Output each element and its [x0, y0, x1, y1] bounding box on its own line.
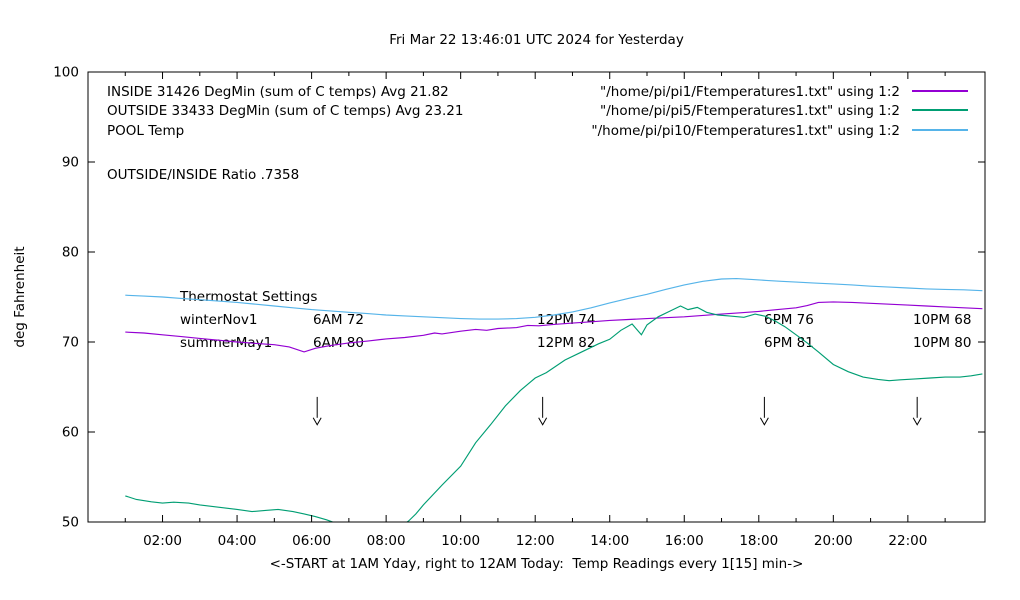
x-tick-label: 06:00	[292, 533, 331, 549]
thermostat-settings-title: Thermostat Settings	[179, 289, 317, 305]
y-tick-label: 70	[62, 335, 79, 351]
thermostat-setting-value: 10PM 80	[913, 335, 971, 351]
thermostat-setting-value: 6PM 76	[764, 312, 814, 328]
x-tick-label: 04:00	[218, 533, 257, 549]
x-tick-label: 14:00	[590, 533, 629, 549]
y-axis-title: deg Fahrenheit	[12, 246, 28, 348]
x-tick-label: 02:00	[143, 533, 182, 549]
x-tick-label: 10:00	[441, 533, 480, 549]
series-pool-line	[125, 278, 983, 320]
thermostat-row-label: winterNov1	[180, 312, 257, 328]
legend-sample-inside-line	[912, 90, 968, 92]
arrow-head-icon	[312, 417, 322, 426]
x-axis-title: <-START at 1AM Yday, right to 12AM Today…	[269, 556, 804, 572]
series-outside-line	[125, 305, 983, 522]
x-tick-label: 20:00	[814, 533, 853, 549]
thermostat-setting-value: 10PM 68	[913, 312, 971, 328]
y-tick-label: 100	[53, 65, 79, 81]
legend-file-pool: "/home/pi/pi10/Ftemperatures1.txt" using…	[591, 123, 900, 139]
plot-border	[87, 71, 986, 523]
x-tick-label: 18:00	[739, 533, 778, 549]
legend-sample-pool-line	[912, 129, 968, 131]
x-tick-label: 22:00	[888, 533, 927, 549]
x-tick-label: 12:00	[516, 533, 555, 549]
series-inside-line	[125, 301, 983, 353]
x-tick-label: 16:00	[665, 533, 704, 549]
arrow-head-icon	[912, 417, 922, 426]
x-tick-label: 08:00	[367, 533, 406, 549]
legend-file-inside: "/home/pi/pi1/Ftemperatures1.txt" using …	[600, 84, 900, 100]
y-tick-label: 60	[62, 425, 79, 441]
arrow-head-icon	[759, 417, 769, 426]
legend-sample-outside-line	[912, 109, 968, 111]
thermostat-setting-value: 6AM 72	[313, 312, 364, 328]
outside-inside-ratio-label: OUTSIDE/INSIDE Ratio .7358	[107, 167, 300, 183]
y-tick-label: 80	[62, 245, 79, 261]
y-tick-label: 90	[62, 155, 79, 171]
chart-title: Fri Mar 22 13:46:01 UTC 2024 for Yesterd…	[389, 32, 684, 48]
legend-label-inside: INSIDE 31426 DegMin (sum of C temps) Avg…	[107, 84, 449, 100]
legend-label-pool: POOL Temp	[107, 123, 185, 139]
thermostat-setting-value: 6AM 80	[313, 335, 364, 351]
arrow-head-icon	[538, 417, 548, 426]
y-tick-label: 50	[62, 515, 79, 531]
thermostat-setting-value: 12PM 82	[537, 335, 595, 351]
legend-label-outside: OUTSIDE 33433 DegMin (sum of C temps) Av…	[107, 103, 464, 119]
thermostat-setting-value: 12PM 74	[537, 312, 595, 328]
legend-file-outside: "/home/pi/pi5/Ftemperatures1.txt" using …	[600, 103, 900, 119]
